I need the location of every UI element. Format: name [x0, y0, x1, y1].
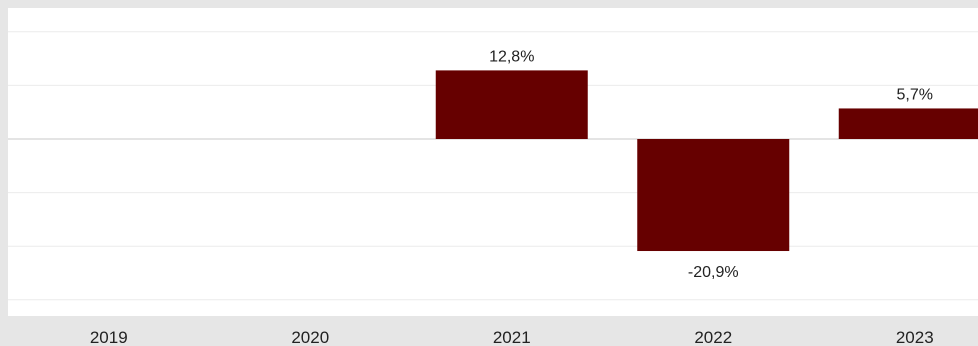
x-tick-label: 2022 [694, 328, 732, 346]
x-axis-ticks: 2019 2020 2021 2022 2023 [90, 328, 934, 346]
bar [637, 139, 790, 252]
data-labels: 12,8% -20,9% 5,7% [489, 48, 933, 281]
bars [435, 70, 978, 252]
x-tick-label: 2021 [493, 328, 531, 346]
data-label: -20,9% [688, 264, 739, 281]
data-label: 12,8% [489, 48, 534, 65]
x-tick-label: 2019 [90, 328, 128, 346]
data-label: 5,7% [897, 86, 933, 103]
bar [838, 108, 978, 139]
x-tick-label: 2020 [291, 328, 329, 346]
plot-area [8, 8, 978, 316]
bar [435, 70, 588, 139]
x-tick-label: 2023 [896, 328, 934, 346]
